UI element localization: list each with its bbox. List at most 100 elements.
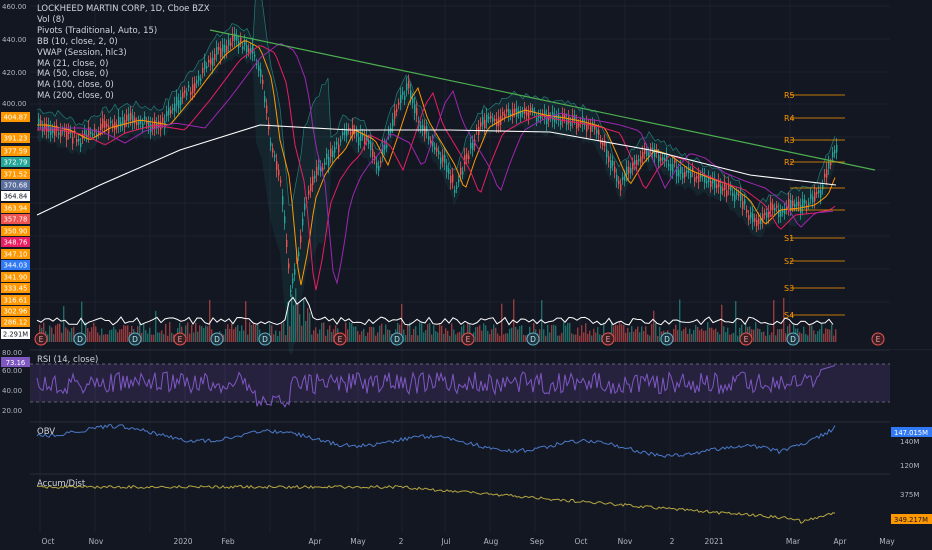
earnings-marker[interactable] <box>173 332 187 346</box>
volume-bar <box>769 335 771 342</box>
dividend-marker[interactable] <box>210 332 224 346</box>
candle-body <box>164 120 166 129</box>
candle-body <box>438 150 440 155</box>
time-tick: Apr <box>309 537 323 546</box>
volume-bar <box>755 322 757 342</box>
candle-body <box>130 112 132 120</box>
dividend-marker[interactable] <box>660 332 674 346</box>
candle-body <box>240 37 242 42</box>
volume-bar <box>821 322 823 342</box>
time-tick: Aug <box>484 537 499 546</box>
candle-body <box>734 194 736 202</box>
volume-bar <box>249 322 251 342</box>
earnings-marker[interactable] <box>871 332 885 346</box>
candle-body <box>752 213 754 223</box>
candle-body <box>788 199 790 209</box>
candle-body <box>624 175 626 181</box>
candle-body <box>368 139 370 145</box>
indicator-ma21[interactable]: MA (21, close, 0) <box>37 58 109 69</box>
candle-body <box>406 83 408 91</box>
volume-bar <box>463 324 465 342</box>
indicator-ma100[interactable]: MA (100, close, 0) <box>37 80 114 91</box>
candle-body <box>182 92 184 99</box>
volume-bar <box>545 335 547 342</box>
candle-body <box>824 173 826 178</box>
volume-bar <box>731 333 733 342</box>
volume-bar <box>125 325 127 342</box>
indicator-ma200[interactable]: MA (200, close, 0) <box>37 91 114 102</box>
candle-body <box>596 129 598 134</box>
symbol-title[interactable]: LOCKHEED MARTIN CORP, 1D, Cboe BZX <box>37 4 210 14</box>
indicator-pivots[interactable]: Pivots (Traditional, Auto, 15) <box>37 25 158 36</box>
pivot-label-r5: R5 <box>784 91 795 100</box>
candle-body <box>448 168 450 174</box>
candle-body <box>722 187 724 191</box>
volume-bar <box>63 306 65 342</box>
indicator-ma50[interactable]: MA (50, close, 0) <box>37 69 109 80</box>
price-badge-text: 363.94 <box>4 205 28 213</box>
dividend-marker[interactable] <box>390 332 404 346</box>
volume-bar <box>643 330 645 342</box>
volume-bar <box>51 327 53 342</box>
volume-bar <box>155 310 157 342</box>
dividend-marker[interactable] <box>73 332 87 346</box>
volume-bar <box>269 323 271 342</box>
candle-body <box>506 108 508 113</box>
dividend-marker[interactable] <box>128 332 142 346</box>
obv-label[interactable]: OBV <box>37 427 56 437</box>
volume-bars <box>36 288 837 342</box>
volume-bar <box>107 334 109 342</box>
volume-bar <box>485 325 487 342</box>
indicator-vol[interactable]: Vol (8) <box>37 14 65 25</box>
volume-bar <box>657 335 659 342</box>
candle-body <box>220 48 222 58</box>
volume-bar <box>123 325 125 342</box>
candle-body <box>118 116 120 126</box>
candle-body <box>288 263 290 269</box>
volume-bar <box>489 334 491 342</box>
candle-body <box>762 213 764 222</box>
volume-bar <box>105 333 107 342</box>
earnings-marker[interactable] <box>739 332 753 346</box>
candle-body <box>388 130 390 135</box>
candle-body <box>372 149 374 157</box>
dividend-marker[interactable] <box>786 332 800 346</box>
volume-bar <box>515 326 517 342</box>
earnings-marker[interactable] <box>34 332 48 346</box>
volume-bar <box>509 328 511 342</box>
candle-body <box>436 148 438 152</box>
accum-label[interactable]: Accum/Dist <box>37 479 86 489</box>
marker-letter: E <box>606 335 611 344</box>
volume-bar <box>381 323 383 342</box>
volume-bar <box>325 335 327 342</box>
indicator-vwap[interactable]: VWAP (Session, hlc3) <box>37 47 127 58</box>
rsi-label[interactable]: RSI (14, close) <box>37 355 99 365</box>
earnings-marker[interactable] <box>461 332 475 346</box>
volume-bar <box>161 330 163 342</box>
volume-bar <box>543 329 545 342</box>
accum-line <box>36 484 836 524</box>
volume-bar <box>389 330 391 342</box>
time-tick: Nov <box>618 537 633 546</box>
price-badge <box>1 112 30 122</box>
candle-body <box>678 169 680 177</box>
volume-bar <box>689 328 691 342</box>
dividend-marker[interactable] <box>258 332 272 346</box>
candle-body <box>704 174 706 183</box>
earnings-marker[interactable] <box>333 332 347 346</box>
candle-body <box>450 175 452 184</box>
candle-body <box>820 189 822 198</box>
candle-body <box>310 183 312 192</box>
candle-body <box>798 201 800 207</box>
volume-bar <box>589 330 591 342</box>
price-badge-text: 370.68 <box>4 182 28 190</box>
dividend-marker[interactable] <box>526 332 540 346</box>
candle-body <box>280 180 282 183</box>
earnings-marker[interactable] <box>601 332 615 346</box>
volume-bar <box>287 302 289 342</box>
volume-bar <box>763 331 765 342</box>
price-badge <box>1 146 30 156</box>
indicator-bb[interactable]: BB (10, close, 2, 0) <box>37 36 118 47</box>
